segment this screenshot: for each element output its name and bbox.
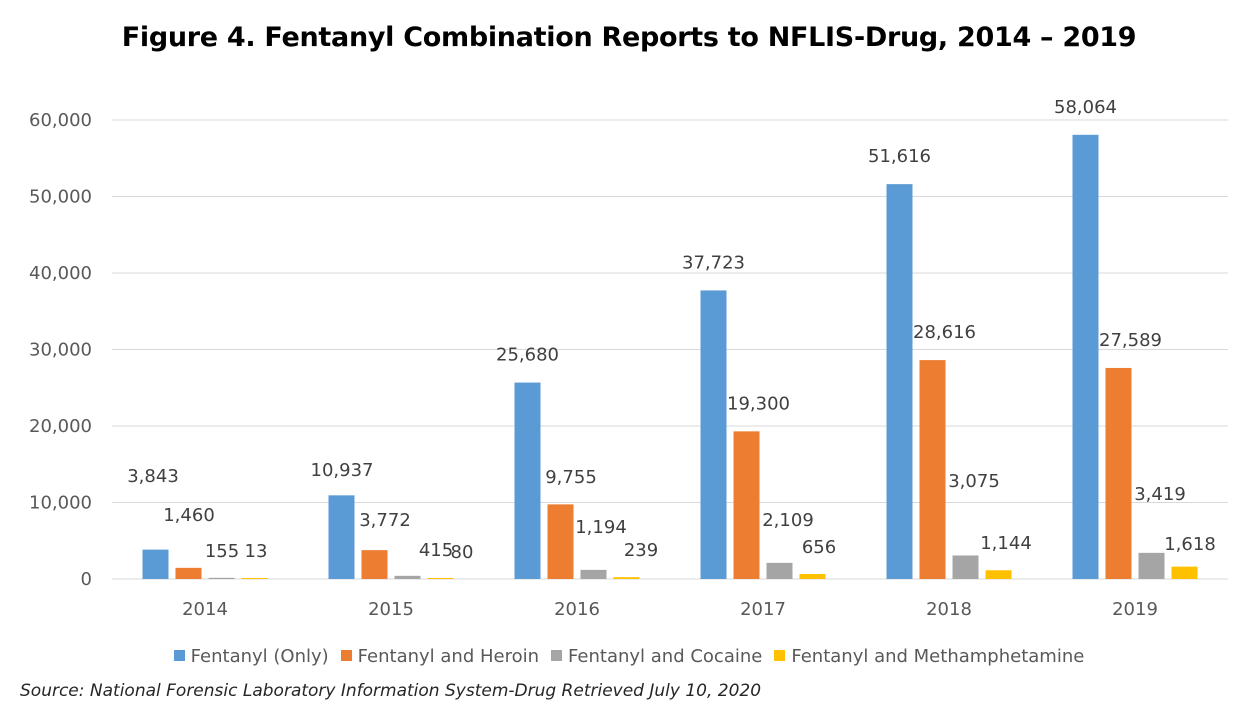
x-axis: 2014 2015 2016 2017 2018 2019: [182, 599, 1158, 620]
data-label: 155: [205, 541, 239, 562]
y-tick-label: 30,000: [29, 340, 92, 361]
chart-title: Figure 4. Fentanyl Combination Reports t…: [121, 22, 1137, 53]
bar-fentanyl-only--2018: [886, 184, 913, 579]
x-tick-label: 2016: [554, 599, 600, 620]
bar-fentanyl-and-heroin-2015: [361, 550, 388, 579]
bar-fentanyl-only--2014: [142, 549, 169, 579]
bar-fentanyl-and-cocaine-2016: [580, 569, 607, 579]
legend-item: Fentanyl and Heroin: [340, 646, 540, 667]
data-label: 27,589: [1099, 330, 1162, 351]
y-tick-label: 40,000: [29, 263, 92, 284]
data-label: 37,723: [682, 252, 745, 273]
gridlines: [112, 119, 1228, 580]
data-label: 1,460: [163, 505, 215, 526]
legend-item: Fentanyl and Methamphetamine: [774, 646, 1084, 667]
bar-fentanyl-and-heroin-2014: [175, 567, 202, 579]
y-tick-label: 20,000: [29, 416, 92, 437]
y-tick-label: 50,000: [29, 187, 92, 208]
data-label: 80: [451, 542, 474, 563]
x-tick-label: 2018: [926, 599, 972, 620]
y-tick-label: 10,000: [29, 493, 92, 514]
data-label: 28,616: [913, 322, 976, 343]
data-label: 58,064: [1054, 97, 1117, 118]
legend-swatch: [340, 650, 352, 661]
data-label: 1,194: [575, 517, 627, 538]
bar-fentanyl-only--2017: [700, 290, 727, 579]
bar-fentanyl-and-methamphetamine-2015: [427, 578, 454, 579]
data-label: 656: [802, 537, 836, 558]
bar-fentanyl-and-cocaine-2015: [394, 575, 421, 579]
legend-item: Fentanyl (Only): [173, 646, 329, 667]
bar-fentanyl-only--2019: [1072, 134, 1099, 579]
bar-fentanyl-and-heroin-2016: [547, 504, 574, 579]
bar-fentanyl-and-heroin-2018: [919, 360, 946, 579]
x-tick-label: 2019: [1112, 599, 1158, 620]
data-label: 51,616: [868, 146, 931, 167]
bar-fentanyl-only--2015: [328, 495, 355, 579]
data-label: 1,144: [980, 533, 1032, 554]
x-tick-label: 2014: [182, 599, 228, 620]
data-label: 239: [624, 540, 658, 561]
data-label: 3,075: [948, 471, 1000, 492]
bar-fentanyl-and-cocaine-2014: [208, 577, 235, 579]
data-label: 10,937: [311, 460, 374, 481]
x-tick-label: 2017: [740, 599, 786, 620]
bar-fentanyl-and-cocaine-2019: [1138, 552, 1165, 579]
bar-fentanyl-and-methamphetamine-2018: [985, 570, 1012, 579]
data-label: 3,843: [127, 466, 179, 487]
data-label: 1,618: [1164, 534, 1216, 555]
legend-item: Fentanyl and Cocaine: [551, 646, 762, 667]
data-label: 3,772: [359, 510, 411, 531]
bar-fentanyl-and-methamphetamine-2014: [241, 578, 268, 579]
bar-fentanyl-only--2016: [514, 382, 541, 579]
y-axis: 0 10,000 20,000 30,000 40,000 50,000 60,000: [29, 110, 92, 590]
legend: Fentanyl (Only) Fentanyl and Heroin Fentan…: [0, 646, 1258, 667]
bar-fentanyl-and-cocaine-2017: [766, 562, 793, 579]
bar-fentanyl-and-cocaine-2018: [952, 555, 979, 579]
legend-swatch: [173, 650, 185, 661]
legend-label: Fentanyl (Only): [190, 646, 329, 667]
data-label: 415: [419, 540, 453, 561]
bar-fentanyl-and-heroin-2019: [1105, 367, 1132, 579]
legend-label: Fentanyl and Cocaine: [568, 646, 763, 667]
bar-fentanyl-and-heroin-2017: [733, 431, 760, 579]
legend-label: Fentanyl and Methamphetamine: [791, 646, 1085, 667]
bar-fentanyl-and-methamphetamine-2017: [799, 573, 826, 579]
data-label: 19,300: [727, 393, 790, 414]
legend-swatch: [774, 650, 786, 661]
y-tick-label: 60,000: [29, 110, 92, 131]
bars: [142, 134, 1198, 579]
y-tick-label: 0: [81, 569, 92, 590]
source-note: Source: National Forensic Laboratory Inf…: [20, 681, 762, 701]
x-tick-label: 2015: [368, 599, 414, 620]
data-label: 9,755: [545, 467, 597, 488]
legend-swatch: [551, 650, 563, 661]
data-label: 25,680: [496, 345, 559, 366]
legend-label: Fentanyl and Heroin: [357, 646, 540, 667]
data-label: 13: [245, 541, 268, 562]
data-label: 2,109: [762, 510, 814, 531]
bar-fentanyl-and-methamphetamine-2019: [1171, 566, 1198, 579]
data-label: 3,419: [1134, 484, 1186, 505]
bar-fentanyl-and-methamphetamine-2016: [613, 577, 640, 579]
